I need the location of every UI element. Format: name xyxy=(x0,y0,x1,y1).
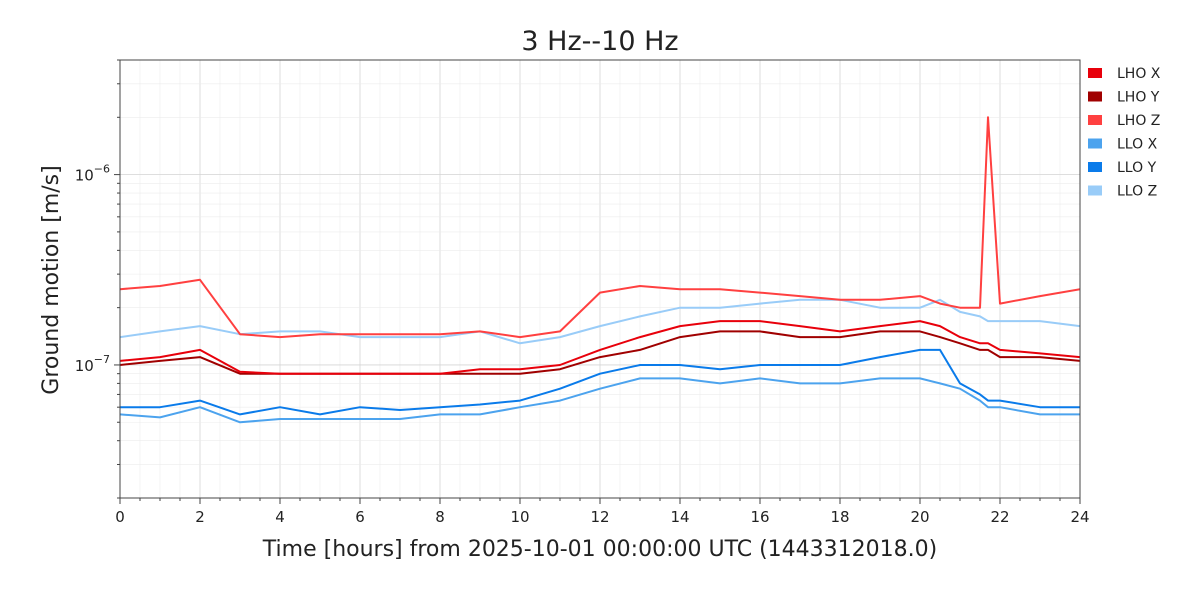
x-tick-label: 0 xyxy=(115,508,125,526)
series-line-llo-y xyxy=(120,348,1080,416)
x-tick-label: 12 xyxy=(590,508,609,526)
series-line-llo-z xyxy=(120,298,1080,345)
x-tick-label: 4 xyxy=(275,508,285,526)
legend-swatch xyxy=(1088,91,1102,102)
x-tick-label: 20 xyxy=(910,508,929,526)
x-tick-label: 22 xyxy=(990,508,1009,526)
series-line-llo-x xyxy=(120,377,1080,424)
legend-label: LLO Z xyxy=(1117,184,1157,200)
chart-legend: LHO X LHO Y LHO Z LLO X LLO Y LLO Z xyxy=(1088,66,1161,200)
legend-label: LLO X xyxy=(1117,137,1158,153)
x-tick-label: 6 xyxy=(355,508,365,526)
y-axis-label: Ground motion [m/s] xyxy=(39,165,64,394)
series-line-lho-z xyxy=(120,116,1080,339)
chart-title: 3 Hz--10 Hz xyxy=(521,26,678,57)
y-tick-label: 10−6 xyxy=(75,163,110,185)
x-tick-label: 10 xyxy=(510,508,529,526)
x-tick-label: 16 xyxy=(750,508,769,526)
x-tick-label: 18 xyxy=(830,508,849,526)
x-axis-label: Time [hours] from 2025-10-01 00:00:00 UT… xyxy=(262,537,937,562)
legend-swatch xyxy=(1088,68,1102,78)
plot-grid xyxy=(119,59,1081,499)
legend-label: LHO X xyxy=(1117,66,1161,82)
legend-swatch xyxy=(1088,162,1102,172)
series-line-lho-x xyxy=(120,320,1080,375)
x-tick-label: 2 xyxy=(195,508,205,526)
legend-label: LHO Y xyxy=(1117,90,1160,106)
x-tick-label: 24 xyxy=(1070,508,1089,526)
legend-label: LHO Z xyxy=(1117,113,1160,129)
legend-swatch xyxy=(1088,115,1102,125)
series-group xyxy=(120,116,1080,424)
x-tick-label: 14 xyxy=(670,508,689,526)
y-tick-label: 10−7 xyxy=(75,353,110,375)
legend-label: LLO Y xyxy=(1117,160,1157,176)
x-tick-label: 8 xyxy=(435,508,445,526)
legend-swatch xyxy=(1088,138,1102,149)
legend-swatch xyxy=(1088,185,1102,196)
